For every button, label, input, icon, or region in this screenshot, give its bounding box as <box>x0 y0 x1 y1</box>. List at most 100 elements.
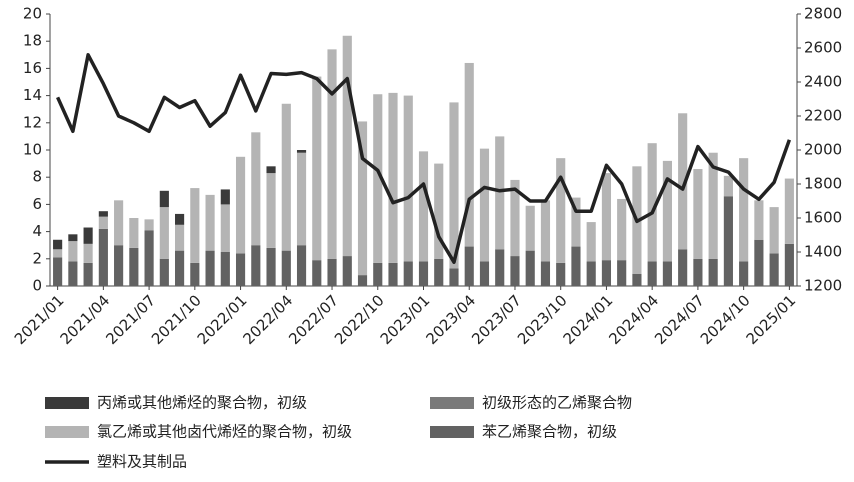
y-tick-label: 0 <box>32 277 42 295</box>
bar-segment <box>83 243 93 263</box>
x-tick-label: 2023/01 <box>377 291 434 348</box>
x-tick-label: 2021/10 <box>148 291 205 348</box>
bar-segment <box>617 198 627 261</box>
bar-segment <box>266 173 276 248</box>
legend-label: 塑料及其制品 <box>97 453 187 471</box>
bar-segment <box>769 253 779 286</box>
y-tick-label: 20 <box>23 5 42 23</box>
bar-segment <box>175 250 185 286</box>
bar-segment <box>296 245 307 286</box>
bar-segment <box>388 262 398 286</box>
x-tick-label: 2023/07 <box>468 291 525 348</box>
bar-segment <box>175 224 185 251</box>
bar-segment <box>571 197 581 247</box>
y2-tick-label: 1400 <box>804 243 842 261</box>
bar-segment <box>495 249 505 286</box>
bar-segment <box>678 249 688 286</box>
bar-segment <box>98 216 108 229</box>
bar-segment <box>327 258 337 286</box>
bar-segment <box>98 228 108 286</box>
y-tick-label: 12 <box>23 113 42 131</box>
y2-tick-label: 2200 <box>804 107 842 125</box>
bar-segment <box>601 173 612 261</box>
bar-segment <box>251 245 261 286</box>
legend-label: 苯乙烯聚合物，初级 <box>482 423 617 441</box>
bar-segment <box>784 243 794 286</box>
bar-segment <box>342 256 352 286</box>
bar-segment <box>266 166 276 174</box>
y2-tick-label: 2000 <box>804 141 842 159</box>
x-tick-label: 2021/01 <box>11 291 68 348</box>
y-tick-label: 4 <box>32 222 42 240</box>
bar-segment <box>312 260 322 286</box>
bar-segment <box>98 211 108 217</box>
bar-segment <box>723 196 733 286</box>
y2-tick-label: 2600 <box>804 39 842 57</box>
y2-tick-label: 1600 <box>804 209 842 227</box>
x-tick-label: 2022/07 <box>285 291 342 348</box>
bar-segment <box>449 268 459 286</box>
legend-swatch <box>45 397 89 409</box>
bar-segment <box>739 261 749 286</box>
bar-segment <box>739 158 749 262</box>
bar-segment <box>556 262 566 286</box>
bar-segment <box>525 250 535 286</box>
bar-segment <box>129 218 139 248</box>
bar-segment <box>327 49 337 259</box>
bar-segment <box>571 246 581 286</box>
y-tick-label: 10 <box>23 141 42 159</box>
bar-segment <box>556 158 566 263</box>
bar-segment <box>114 245 124 286</box>
bar-segment <box>373 262 383 286</box>
bar-segment <box>114 200 124 246</box>
bar-segment <box>266 247 276 286</box>
bar-segment <box>479 148 490 262</box>
bar-segment <box>647 143 657 262</box>
x-tick-label: 2022/01 <box>194 291 251 348</box>
bar-segment <box>540 261 551 286</box>
bar-segment <box>357 275 368 286</box>
bar-segment <box>708 152 718 259</box>
line <box>56 53 792 264</box>
bar-segment <box>175 213 185 225</box>
bar-segment <box>281 250 291 286</box>
bar-segment <box>464 62 474 247</box>
bar-segment <box>678 113 688 250</box>
bar-segment <box>510 256 520 286</box>
bar-segment <box>647 261 657 286</box>
x-tick-label: 2022/10 <box>331 291 388 348</box>
x-tick-label: 2024/04 <box>605 291 662 348</box>
bar-segment <box>53 239 63 250</box>
legend-swatch <box>430 397 474 409</box>
bar-segment <box>693 258 703 286</box>
bar-segment <box>617 260 627 286</box>
bar-segment <box>342 35 352 257</box>
bar-segment <box>205 194 215 251</box>
bar-segment <box>68 261 78 286</box>
bar-segment <box>769 207 779 254</box>
bar-segment <box>312 76 322 261</box>
legend-swatch <box>45 426 89 438</box>
bar-segment <box>434 258 444 286</box>
bar-segment <box>601 260 612 286</box>
bar-segment <box>53 257 63 286</box>
x-tick-label: 2021/07 <box>102 291 159 348</box>
bar-segment <box>754 200 764 240</box>
bar-segment <box>83 227 93 244</box>
bar-segment <box>159 207 169 259</box>
y-tick-label: 16 <box>23 59 42 77</box>
x-tick-label: 2024/01 <box>560 291 617 348</box>
legend-label: 氯乙烯或其他卤代烯烃的聚合物，初级 <box>97 423 352 441</box>
bar-segment <box>662 160 672 262</box>
y2-tick-label: 2400 <box>804 73 842 91</box>
bar-segment <box>129 247 139 286</box>
bar-segment <box>159 258 169 286</box>
legend-label: 丙烯或其他烯烃的聚合物，初级 <box>97 394 307 412</box>
x-tick-label: 2022/04 <box>240 291 297 348</box>
bar-segment <box>68 234 78 242</box>
bar-segment <box>693 169 703 259</box>
y-tick-label: 2 <box>32 249 42 267</box>
bar-segment <box>784 178 794 244</box>
y-tick-label: 14 <box>23 86 42 104</box>
